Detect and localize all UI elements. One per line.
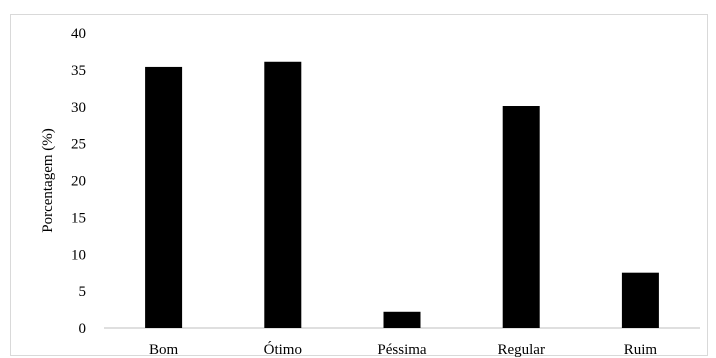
y-axis-title: Porcentagem (%) xyxy=(40,128,56,233)
bar-0 xyxy=(145,66,183,329)
x-category-label: Bom xyxy=(149,342,179,358)
y-tick-label: 0 xyxy=(79,321,87,337)
x-category-label: Ruim xyxy=(624,342,658,358)
bar-1 xyxy=(264,61,302,328)
chart-frame xyxy=(10,14,708,356)
bar-4 xyxy=(621,272,659,328)
x-category-label: Regular xyxy=(497,342,544,358)
x-category-label: Ótimo xyxy=(264,341,302,358)
y-tick-label: 40 xyxy=(71,26,86,42)
y-tick-label: 25 xyxy=(71,137,86,153)
y-tick-label: 30 xyxy=(71,100,86,116)
y-tick-label: 20 xyxy=(71,174,86,190)
x-category-label: Péssima xyxy=(377,342,427,358)
bar-3 xyxy=(502,106,540,328)
y-tick-label: 10 xyxy=(71,247,86,263)
y-tick-label: 35 xyxy=(71,63,86,79)
y-tick-label: 5 xyxy=(79,284,87,300)
y-tick-label: 15 xyxy=(71,210,86,226)
bar-2 xyxy=(383,311,421,328)
